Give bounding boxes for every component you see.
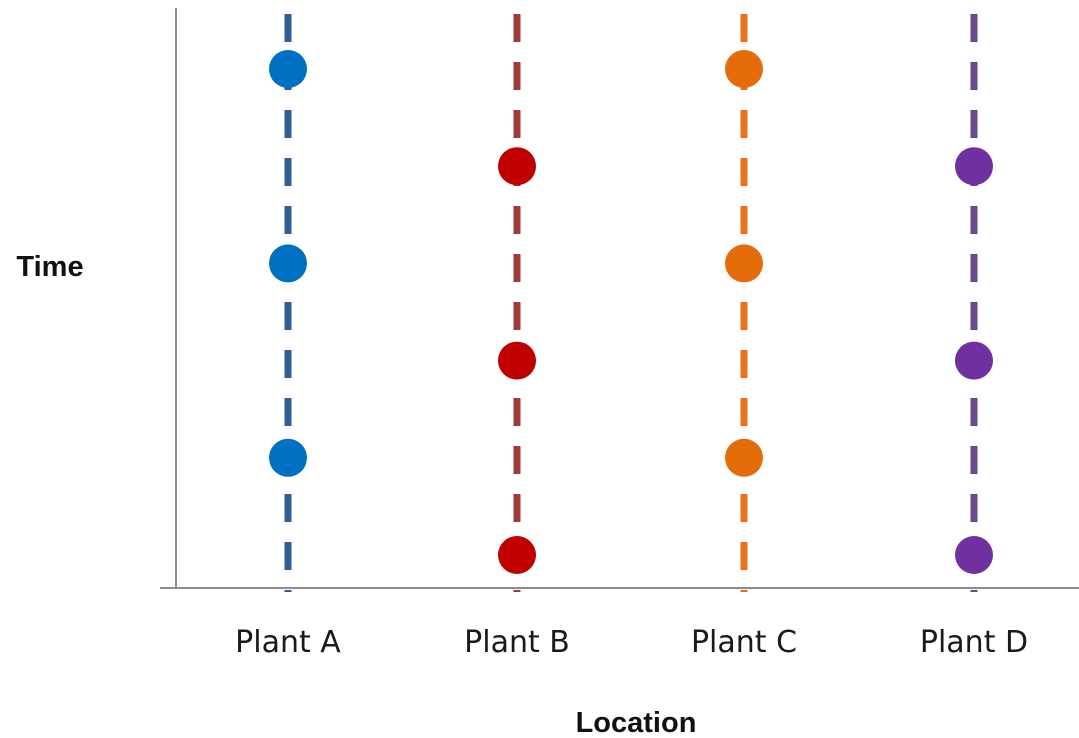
x-tick-label-plant-d: Plant D: [920, 625, 1028, 660]
x-axis-title: Location: [576, 707, 697, 738]
data-point-plant-b-0: [498, 147, 536, 186]
x-tick-labels: Plant A Plant B Plant C Plant D: [235, 625, 1028, 660]
data-points: [269, 50, 993, 574]
data-point-plant-c-2: [725, 438, 763, 477]
data-point-plant-d-1: [955, 341, 993, 380]
data-point-plant-a-1: [269, 244, 307, 283]
x-tick-label-plant-a: Plant A: [235, 625, 341, 660]
data-point-plant-a-0: [269, 50, 307, 88]
y-axis-title: Time: [16, 251, 83, 283]
data-point-plant-d-0: [955, 147, 993, 186]
data-point-plant-b-1: [498, 341, 536, 380]
data-point-plant-a-2: [269, 438, 307, 477]
x-tick-label-plant-b: Plant B: [464, 625, 570, 660]
data-point-plant-c-1: [725, 244, 763, 283]
x-tick-label-plant-c: Plant C: [691, 625, 797, 660]
data-point-plant-b-2: [498, 536, 536, 574]
data-point-plant-d-2: [955, 536, 993, 574]
series-lines: [284, 14, 978, 592]
data-point-plant-c-0: [725, 50, 763, 88]
